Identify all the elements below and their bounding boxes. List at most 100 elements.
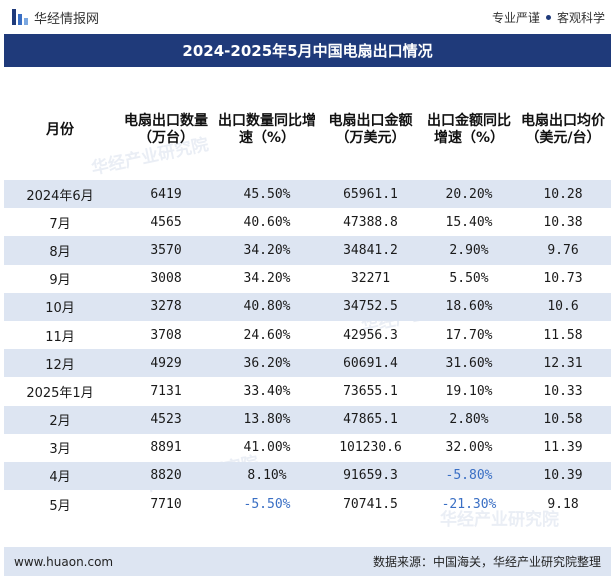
cell-amount-yoy: -5.80% [423,461,515,491]
cell-amount-yoy: 19.10% [445,383,493,399]
table-row: 2月 4523 13.80% 47865.1 2.80% 10.58 [4,405,611,434]
column-header-qty: 电扇出口数量（万台） [124,113,208,146]
cell-qty-yoy: 33.40% [243,383,291,399]
cell-price: 11.58 [543,327,583,343]
cell-amount: 47865.1 [318,405,423,434]
cell-price: 12.31 [515,349,611,378]
column-header-qty-yoy: 出口数量同比增速（%） [218,113,316,146]
cell-amount: 91659.3 [318,461,423,491]
cell-qty-yoy: 41.00% [243,440,291,456]
cell-amount: 101230.6 [339,440,402,456]
cell-amount: 34841.2 [318,236,423,265]
brand[interactable]: 华经情报网 [12,8,99,27]
table-row: 12月 4929 36.20% 60691.4 31.60% 12.31 [4,349,611,378]
cell-month: 8月 [4,236,116,265]
cell-qty: 3708 [150,327,182,343]
cell-qty: 3008 [150,271,182,287]
cell-qty-yoy: 45.50% [216,180,318,209]
table-row: 7月 4565 40.60% 47388.8 15.40% 10.38 [4,208,611,236]
brand-name: 华经情报网 [34,11,100,27]
footer-source: 数据来源：中国海关，华经产业研究院整理 [372,555,601,569]
column-header-amount: 电扇出口金额（万美元） [328,113,413,146]
page-title: 2024-2025年5月中国电扇出口情况 [182,42,433,60]
cell-month: 2025年1月 [26,385,94,401]
cell-qty: 7710 [150,496,182,512]
cell-month: 7月 [49,216,71,232]
cell-month: 5月 [49,498,71,514]
cell-qty-yoy: 13.80% [216,405,318,434]
column-header-amount-yoy: 出口金额同比增速（%） [427,113,511,146]
cell-price: 10.28 [515,180,611,209]
cell-amount: 73655.1 [343,383,398,399]
table-row: 9月 3008 34.20% 32271 5.50% 10.73 [4,265,611,293]
cell-month: 4月 [4,461,116,491]
cell-amount-yoy: 31.60% [423,349,515,378]
cell-month: 9月 [49,273,71,289]
cell-price: 10.38 [543,214,583,230]
cell-price: 10.39 [515,461,611,491]
cell-qty: 4523 [116,405,216,434]
cell-qty-yoy: 34.20% [243,271,291,287]
cell-qty: 3570 [116,236,216,265]
cell-price: 10.33 [543,383,583,399]
footer: www.huaon.com 数据来源：中国海关，华经产业研究院整理 [4,547,611,576]
cell-amount-yoy: 2.90% [423,236,515,265]
cell-qty-yoy: 40.60% [243,214,291,230]
table-row: 8月 3570 34.20% 34841.2 2.90% 9.76 [4,236,611,265]
cell-price: 9.18 [547,496,579,512]
cell-amount-yoy: -21.30% [441,496,497,512]
cell-qty-yoy: -5.50% [243,496,291,512]
table-row: 4月 8820 8.10% 91659.3 -5.80% 10.39 [4,461,611,491]
cell-amount-yoy: 15.40% [445,214,493,230]
cell-month: 3月 [49,442,71,458]
cell-amount-yoy: 20.20% [423,180,515,209]
column-header-price: 电扇出口均价（美元/台） [521,113,605,146]
cell-price: 10.58 [515,405,611,434]
cell-qty-yoy: 36.20% [216,349,318,378]
table-row: 10月 3278 40.80% 34752.5 18.60% 10.6 [4,292,611,321]
bar-chart-logo-icon [12,9,28,25]
cell-amount-yoy: 2.80% [423,405,515,434]
cell-price: 9.76 [515,236,611,265]
data-table: 月份 电扇出口数量（万台） 出口数量同比增速（%） 电扇出口金额（万美元） 出口… [4,80,611,518]
cell-amount: 32271 [350,271,391,287]
tagline-left: 专业严谨 [491,10,540,25]
table-row: 5月 7710 -5.50% 70741.5 -21.30% 9.18 [4,490,611,518]
cell-qty-yoy: 34.20% [216,236,318,265]
cell-amount-yoy: 5.50% [449,271,489,287]
cell-month: 11月 [45,329,75,345]
cell-price: 11.39 [543,440,583,456]
cell-qty: 4929 [116,349,216,378]
tagline: 专业严谨 客观科学 [492,9,605,26]
cell-qty: 3278 [116,292,216,321]
cell-qty: 7131 [150,383,182,399]
cell-qty: 8891 [150,440,182,456]
cell-qty: 4565 [150,214,182,230]
dot-icon [545,14,551,20]
column-header-month: 月份 [46,121,74,138]
cell-qty: 8820 [116,461,216,491]
cell-qty: 6419 [116,180,216,209]
cell-qty-yoy: 24.60% [243,327,291,343]
cell-amount: 42956.3 [343,327,398,343]
cell-amount-yoy: 32.00% [445,440,493,456]
cell-month: 12月 [4,349,116,378]
table-row: 2024年6月 6419 45.50% 65961.1 20.20% 10.28 [4,180,611,209]
cell-qty-yoy: 40.80% [216,292,318,321]
cell-price: 10.6 [515,292,611,321]
cell-month: 10月 [4,292,116,321]
cell-amount-yoy: 17.70% [445,327,493,343]
table-row: 11月 3708 24.60% 42956.3 17.70% 11.58 [4,321,611,349]
cell-price: 10.73 [543,271,583,287]
cell-amount: 65961.1 [318,180,423,209]
cell-month: 2024年6月 [4,180,116,209]
cell-qty-yoy: 8.10% [216,461,318,491]
tagline-right: 客观科学 [556,10,605,25]
cell-amount: 34752.5 [318,292,423,321]
title-bar: 2024-2025年5月中国电扇出口情况 [4,34,611,67]
table-row: 3月 8891 41.00% 101230.6 32.00% 11.39 [4,434,611,462]
cell-amount: 70741.5 [343,496,398,512]
cell-month: 2月 [4,405,116,434]
footer-website[interactable]: www.huaon.com [14,554,114,569]
cell-amount: 60691.4 [318,349,423,378]
